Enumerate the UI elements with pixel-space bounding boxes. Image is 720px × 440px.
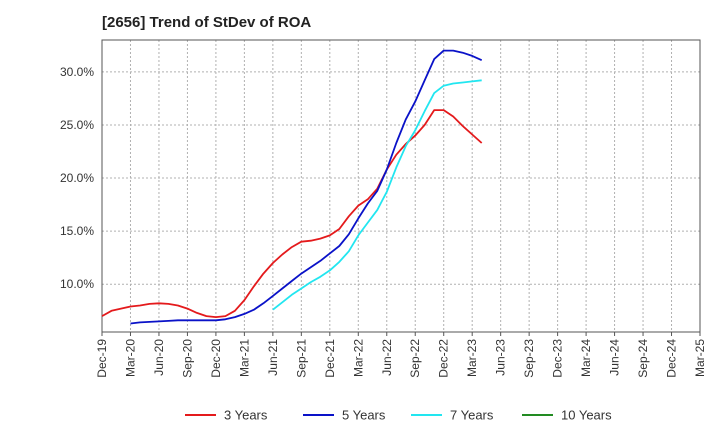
y-tick-label: 30.0% [60,65,94,79]
series-line-3-years [101,109,483,318]
legend-label: 5 Years [342,408,386,423]
x-tick-label: Jun-20 [152,339,166,376]
plot-area-frame [101,39,701,333]
x-tick-label: Dec-22 [437,339,451,378]
x-tick-label: Jun-22 [380,339,394,376]
x-tick-label: Dec-20 [209,339,223,378]
legend-label: 3 Years [224,408,268,423]
legend-label: 10 Years [561,408,612,423]
x-tick-label: Sep-21 [294,339,308,378]
y-tick-label: 25.0% [60,118,94,132]
chart-title: [2656] Trend of StDev of ROA [102,14,312,31]
y-tick-label: 20.0% [60,171,94,185]
x-tick-label: Jun-24 [608,339,622,376]
x-tick-label: Mar-24 [579,339,593,377]
x-tick-label: Dec-19 [95,339,109,378]
x-tick-label: Mar-22 [351,339,365,377]
legend-label: 7 Years [450,408,494,423]
x-tick-label: Jun-23 [494,339,508,376]
x-tick-label: Sep-23 [522,339,536,378]
x-tick-label: Sep-24 [636,339,650,378]
series-line-5-years [130,49,483,325]
x-tick-label: Dec-23 [551,339,565,378]
series-line-7-years [272,79,482,311]
x-tick-label: Sep-22 [408,339,422,378]
x-tick-label: Dec-21 [323,339,337,378]
x-tick-label: Mar-23 [465,339,479,377]
x-tick-label: Sep-20 [180,339,194,378]
x-tick-label: Mar-21 [237,339,251,377]
x-tick-label: Jun-21 [266,339,280,376]
x-tick-label: Mar-25 [693,339,707,377]
x-tick-label: Dec-24 [665,339,679,378]
y-tick-label: 10.0% [60,277,94,291]
y-tick-label: 15.0% [60,224,94,238]
x-tick-label: Mar-20 [123,339,137,377]
